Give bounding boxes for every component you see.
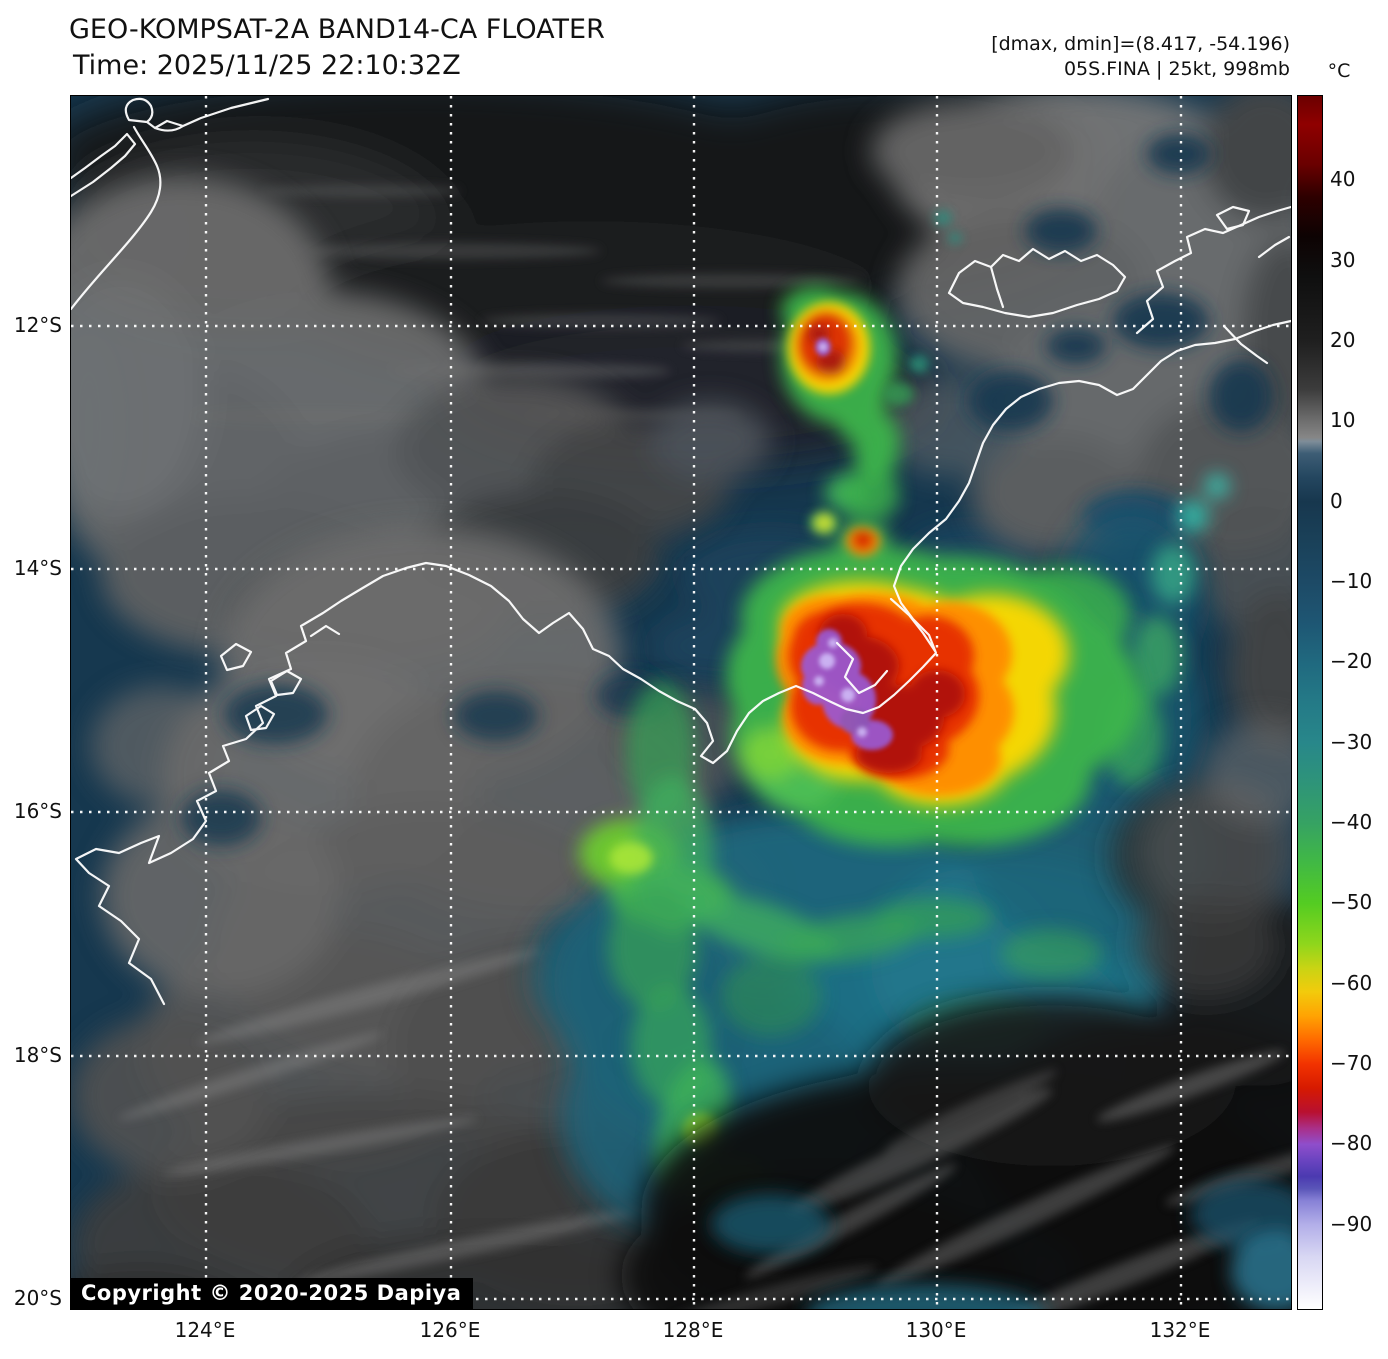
colorbar-tick-label: −10 bbox=[1330, 569, 1373, 593]
colorbar-tick-label: 20 bbox=[1330, 328, 1356, 352]
colorbar-tick-label: −40 bbox=[1330, 809, 1373, 834]
colorbar-tick-label: −30 bbox=[1330, 729, 1373, 754]
coastline-timor-north bbox=[124, 97, 270, 132]
ocean-gaps-bottom bbox=[711, 1179, 1291, 1309]
colorbar-unit-label: °C bbox=[1327, 60, 1351, 82]
lon-tick-label: 126°E bbox=[419, 1318, 481, 1342]
lon-tick-label: 128°E bbox=[662, 1318, 724, 1342]
colorbar-tick-label: 30 bbox=[1330, 247, 1356, 272]
coastline-arnhem-bits bbox=[1222, 235, 1291, 365]
coastline-bonaparte-inlet-1 bbox=[835, 641, 889, 695]
small-convective-bits bbox=[884, 210, 962, 406]
coastline-tiwi-islands bbox=[947, 247, 1127, 319]
lat-tick-label: 18°S bbox=[13, 1043, 62, 1067]
colorbar-tick-label: −50 bbox=[1330, 890, 1373, 915]
storm-north-core bbox=[788, 302, 870, 394]
storm-satellite-cells bbox=[809, 510, 880, 556]
colorbar-tick-label: −80 bbox=[1330, 1131, 1373, 1156]
storm-north-purple bbox=[815, 338, 831, 356]
cloud-layer-right-gray bbox=[871, 96, 1291, 751]
coastline-australia-north bbox=[74, 319, 1291, 1006]
coastline-tiwi-divider bbox=[989, 265, 1005, 309]
coastline-buccaneer-islands bbox=[219, 624, 341, 732]
colorbar-tick-label: −60 bbox=[1330, 970, 1373, 995]
lat-tick-label: 20°S bbox=[13, 1286, 62, 1310]
storm-main-lavender-spots bbox=[814, 638, 867, 737]
cloud-streaks-kimberley bbox=[117, 948, 648, 1285]
copyright-badge: Copyright © 2020-2025 Dapiya bbox=[71, 1278, 474, 1309]
colorbar-tick-label: −20 bbox=[1330, 649, 1373, 674]
timestamp-label: Time: 2025/11/25 22:10:32Z bbox=[73, 50, 461, 81]
lat-tick-label: 12°S bbox=[13, 313, 62, 337]
coastline-croker-island bbox=[1215, 205, 1251, 231]
satellite-map: Copyright © 2020-2025 Dapiya bbox=[70, 95, 1292, 1310]
lat-tick-label: 14°S bbox=[13, 556, 62, 580]
coastline-cobourg bbox=[1135, 205, 1291, 335]
coastlines bbox=[71, 97, 1291, 1006]
colorbar-tick-label: 0 bbox=[1330, 488, 1343, 513]
satellite-imagery bbox=[71, 96, 1291, 1309]
lon-tick-label: 130°E bbox=[905, 1318, 967, 1342]
lon-tick-label: 132°E bbox=[1149, 1318, 1211, 1342]
storm-info-annotation: 05S.FINA | 25kt, 998mb bbox=[1063, 58, 1290, 80]
lon-tick-label: 124°E bbox=[174, 1318, 236, 1342]
ocean-gaps-right bbox=[969, 134, 1273, 541]
colorbar-tick-label: 40 bbox=[1330, 167, 1356, 192]
lat-tick-label: 16°S bbox=[13, 799, 62, 823]
colorbar-tick-label: 10 bbox=[1330, 408, 1356, 433]
temperature-colorbar bbox=[1297, 95, 1323, 1310]
coastline-timor-island bbox=[71, 132, 137, 198]
colorbar-tick-label: −70 bbox=[1330, 1050, 1373, 1075]
page-title: GEO-KOMPSAT-2A BAND14-CA FLOATER bbox=[69, 14, 605, 45]
coastline-timor-south bbox=[71, 125, 162, 311]
dmax-dmin-annotation: [dmax, dmin]=(8.417, -54.196) bbox=[991, 33, 1290, 55]
coastline-bonaparte-inlet-2 bbox=[889, 597, 937, 653]
colorbar-tick-label: −90 bbox=[1330, 1211, 1373, 1236]
